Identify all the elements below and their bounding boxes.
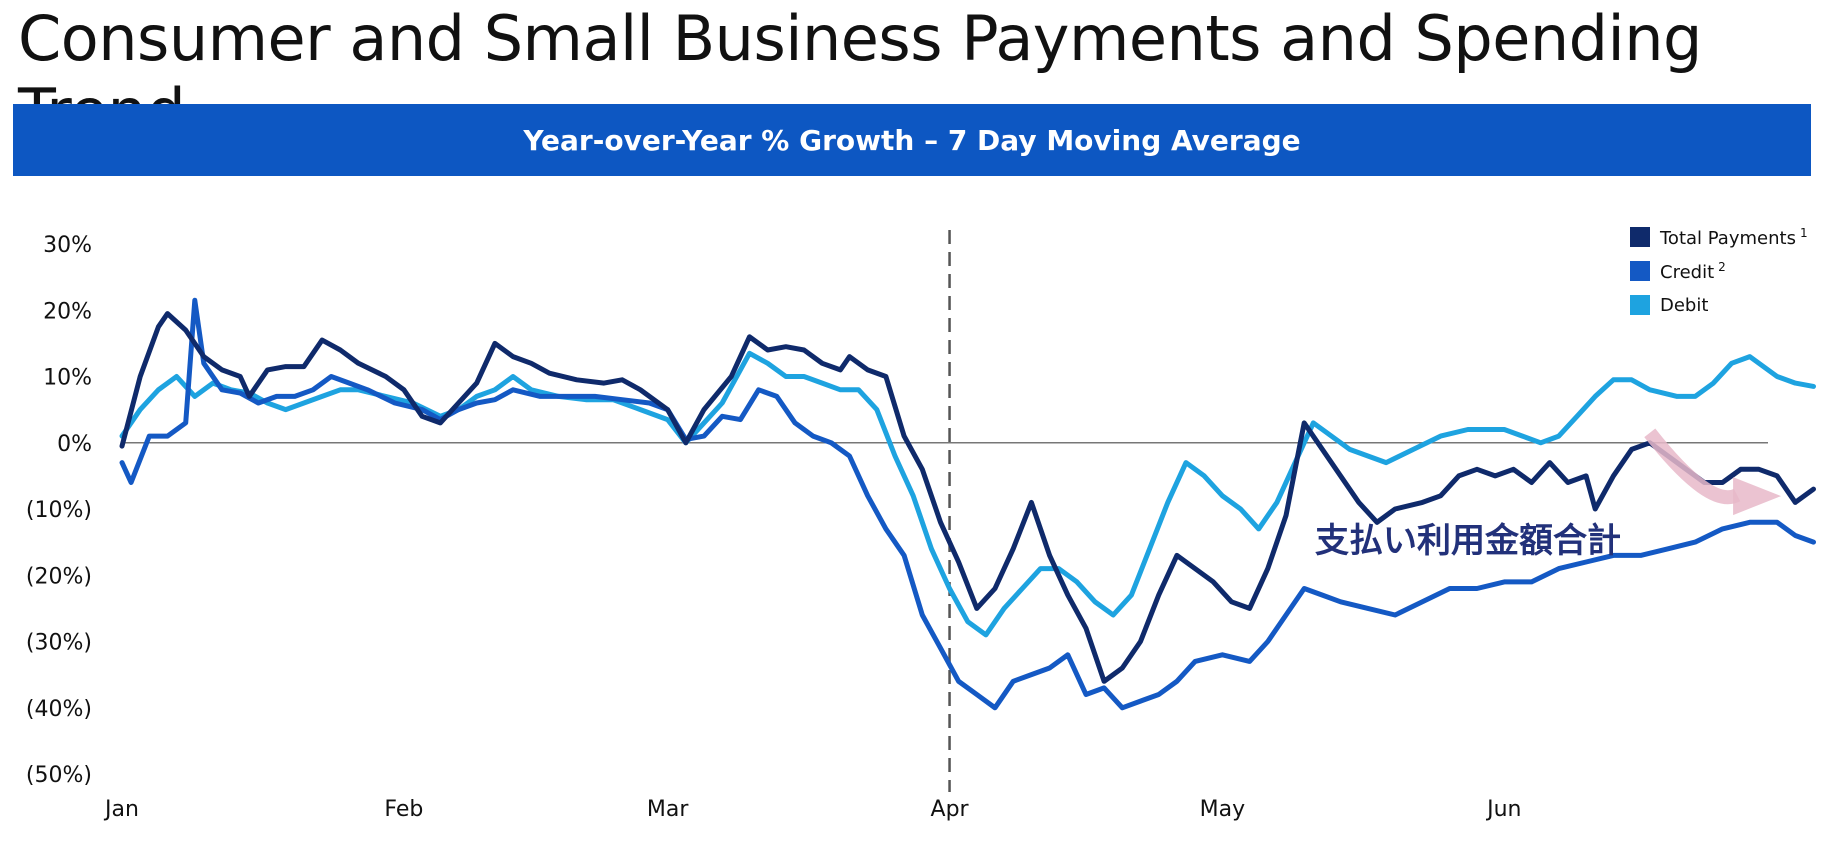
- y-tick-label: (50%): [26, 763, 92, 788]
- legend-swatch-credit: [1630, 261, 1650, 281]
- legend-label-total: Total Payments 1: [1660, 225, 1808, 249]
- x-tick-label: Mar: [647, 797, 689, 822]
- x-tick-label: Jan: [103, 797, 139, 822]
- legend-item-debit: Debit: [1630, 288, 1808, 322]
- series-line-debit: [119, 350, 1816, 638]
- y-tick-label: 30%: [43, 233, 92, 258]
- trend-arrow-shaft: [1644, 428, 1741, 505]
- x-tick-label: Apr: [931, 797, 970, 822]
- y-tick-label: (10%): [26, 498, 92, 523]
- legend-swatch-total: [1630, 227, 1650, 247]
- legend-label-credit: Credit 2: [1660, 259, 1726, 283]
- y-tick-label: 20%: [43, 299, 92, 324]
- y-tick-label: (30%): [26, 631, 92, 656]
- y-tick-label: (40%): [26, 697, 92, 722]
- trend-arrow-head: [1733, 477, 1782, 516]
- y-tick-label: (20%): [26, 564, 92, 589]
- legend-label-debit: Debit: [1660, 294, 1709, 316]
- series-line-total-payments: [119, 311, 1816, 684]
- chart-banner-title: Year-over-Year % Growth – 7 Day Moving A…: [523, 123, 1301, 157]
- series-line-credit: [119, 297, 1816, 711]
- legend-item-total-payments: Total Payments 1: [1630, 220, 1808, 254]
- chart-banner: Year-over-Year % Growth – 7 Day Moving A…: [13, 104, 1811, 176]
- legend-item-credit: Credit 2: [1630, 254, 1808, 288]
- x-tick-label: Feb: [384, 797, 423, 822]
- chart-legend: Total Payments 1 Credit 2 Debit: [1630, 220, 1808, 322]
- x-tick-label: May: [1200, 797, 1245, 822]
- y-tick-label: 10%: [43, 366, 92, 391]
- x-tick-label: Jun: [1485, 797, 1521, 822]
- legend-swatch-debit: [1630, 295, 1650, 315]
- total-spending-annotation: 支払い利用金額合計: [1315, 521, 1621, 561]
- y-tick-label: 0%: [57, 432, 92, 457]
